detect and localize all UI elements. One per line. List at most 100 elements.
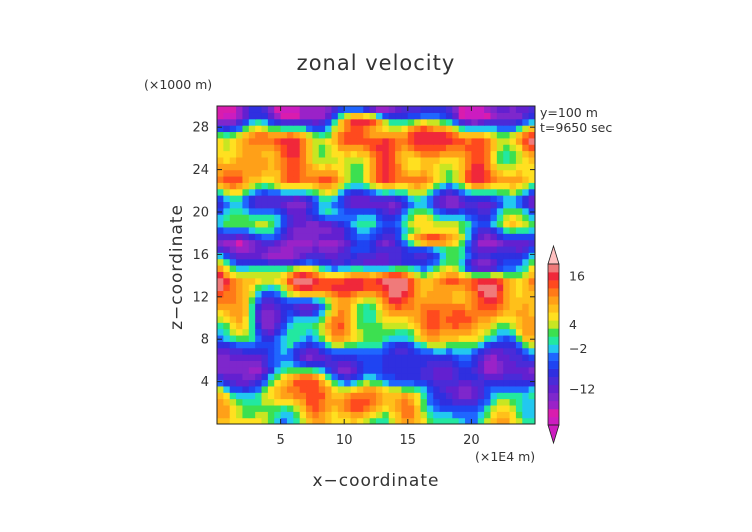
heatmap-cell bbox=[306, 360, 313, 368]
heatmap-cell bbox=[274, 201, 282, 209]
heatmap-cell bbox=[445, 252, 453, 260]
heatmap-cell bbox=[426, 265, 434, 272]
heatmap-cell bbox=[503, 131, 511, 139]
heatmap-cell bbox=[528, 112, 535, 120]
heatmap-cell bbox=[350, 175, 358, 183]
heatmap-cell bbox=[528, 284, 535, 292]
heatmap-cell bbox=[299, 150, 307, 158]
heatmap-cell bbox=[267, 392, 275, 400]
heatmap-cell bbox=[376, 195, 383, 202]
heatmap-cell bbox=[255, 347, 263, 355]
heatmap-cell bbox=[433, 207, 441, 215]
heatmap-cell bbox=[490, 411, 498, 419]
heatmap-cell bbox=[433, 156, 441, 164]
heatmap-cell bbox=[395, 118, 403, 126]
heatmap-cell bbox=[490, 252, 498, 260]
heatmap-cell bbox=[458, 265, 466, 272]
heatmap-cell bbox=[509, 366, 517, 374]
heatmap-cell bbox=[382, 385, 390, 393]
heatmap-cell bbox=[471, 258, 479, 266]
y-tick-label: 4 bbox=[201, 375, 209, 390]
heatmap-cell bbox=[503, 366, 511, 374]
heatmap-cell bbox=[509, 150, 517, 158]
heatmap-cell bbox=[344, 201, 352, 209]
heatmap-cell bbox=[509, 169, 517, 177]
heatmap-cell bbox=[312, 309, 320, 317]
heatmap-cell bbox=[267, 284, 275, 292]
heatmap-cell bbox=[356, 106, 364, 113]
heatmap-cell bbox=[280, 284, 288, 292]
heatmap-cell bbox=[414, 373, 422, 381]
heatmap-cell bbox=[274, 112, 282, 120]
heatmap-cell bbox=[471, 131, 479, 139]
heatmap-cell bbox=[318, 169, 326, 177]
heatmap-cell bbox=[496, 125, 504, 133]
heatmap-cell bbox=[223, 271, 231, 279]
heatmap-cell bbox=[477, 284, 485, 292]
heatmap-cell bbox=[306, 296, 313, 304]
heatmap-cell bbox=[318, 334, 326, 342]
heatmap-cell bbox=[223, 233, 231, 241]
heatmap-cell bbox=[363, 290, 371, 298]
heatmap-cell bbox=[401, 252, 409, 260]
heatmap-cell bbox=[312, 201, 320, 209]
heatmap-cell bbox=[439, 334, 447, 342]
heatmap-cell bbox=[376, 360, 383, 368]
heatmap-cell bbox=[229, 150, 237, 158]
heatmap-cell bbox=[356, 150, 364, 158]
heatmap-cell bbox=[286, 233, 294, 241]
heatmap-cell bbox=[344, 354, 352, 361]
heatmap-cell bbox=[395, 322, 403, 330]
heatmap-cell bbox=[261, 309, 269, 317]
heatmap-cell bbox=[363, 150, 371, 158]
heatmap-cell bbox=[255, 379, 263, 387]
heatmap-cell bbox=[503, 175, 511, 183]
heatmap-cell bbox=[496, 239, 504, 247]
heatmap-cell bbox=[363, 239, 371, 247]
heatmap-cell bbox=[376, 417, 383, 424]
heatmap-cell bbox=[217, 156, 224, 164]
colorbar-segment bbox=[548, 312, 559, 321]
heatmap-cell bbox=[350, 309, 358, 317]
heatmap-cell bbox=[280, 265, 288, 272]
heatmap-cell bbox=[248, 195, 256, 202]
heatmap-cell bbox=[439, 271, 447, 279]
heatmap-cell bbox=[426, 245, 434, 253]
heatmap-cell bbox=[331, 252, 339, 260]
heatmap-cell bbox=[331, 265, 339, 272]
heatmap-cell bbox=[522, 309, 530, 317]
heatmap-cell bbox=[223, 137, 231, 145]
heatmap-cell bbox=[433, 144, 441, 152]
heatmap-cell bbox=[369, 226, 377, 234]
heatmap-cell bbox=[414, 303, 422, 311]
heatmap-cell bbox=[452, 315, 460, 323]
heatmap-cell bbox=[318, 315, 326, 323]
heatmap-cell bbox=[445, 271, 453, 279]
heatmap-cell bbox=[407, 258, 415, 266]
heatmap-cell bbox=[261, 125, 269, 133]
heatmap-cell bbox=[395, 290, 403, 298]
heatmap-cell bbox=[426, 373, 434, 381]
heatmap-cell bbox=[293, 277, 301, 285]
heatmap-cell bbox=[312, 112, 320, 120]
heatmap-cell bbox=[344, 404, 352, 412]
heatmap-cell bbox=[496, 373, 504, 381]
colorbar-segment bbox=[548, 352, 559, 361]
heatmap-cell bbox=[223, 188, 231, 196]
heatmap-cell bbox=[242, 188, 250, 196]
heatmap-cell bbox=[267, 131, 275, 139]
heatmap-cell bbox=[376, 347, 383, 355]
heatmap-cell bbox=[509, 131, 517, 139]
heatmap-cell bbox=[420, 137, 428, 145]
heatmap-cell bbox=[439, 118, 447, 126]
heatmap-cell bbox=[414, 188, 422, 196]
heatmap-cell bbox=[363, 296, 371, 304]
heatmap-cell bbox=[229, 290, 237, 298]
heatmap-cell bbox=[484, 303, 492, 311]
heatmap-cell bbox=[471, 214, 479, 222]
heatmap-cell bbox=[477, 207, 485, 215]
heatmap-cell bbox=[407, 125, 415, 133]
heatmap-cell bbox=[242, 226, 250, 234]
heatmap-cell bbox=[255, 366, 263, 374]
heatmap-cell bbox=[356, 366, 364, 374]
